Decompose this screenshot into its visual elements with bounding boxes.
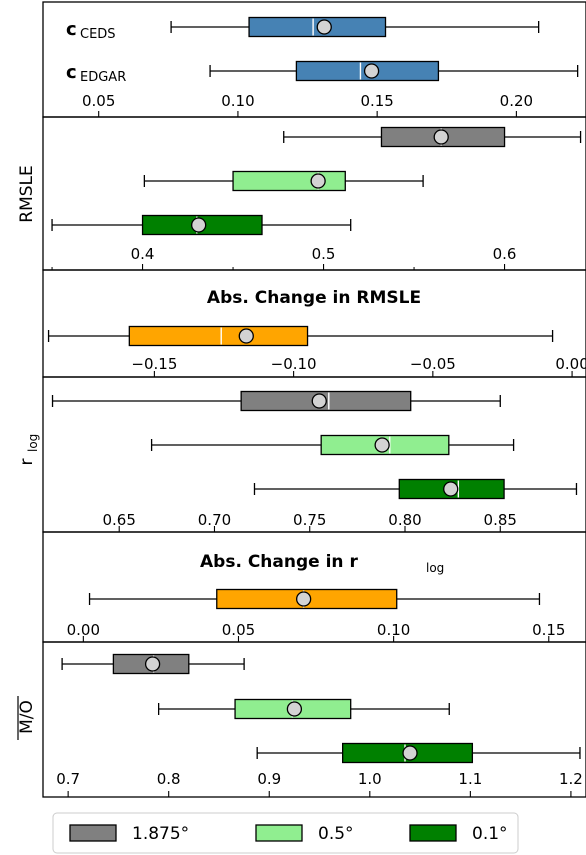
box-6-3 <box>256 742 581 764</box>
x-tick-label: 0.85 <box>484 511 517 529</box>
x-tick-label: 0.75 <box>293 511 326 529</box>
x-tick-label: 0.9 <box>257 770 281 788</box>
panel-2: 0.4 0.5 0.6 <box>42 116 586 271</box>
panel-title-abs-change-rmsle: Abs. Change in RMSLE <box>207 288 421 308</box>
mean-marker <box>295 591 312 607</box>
box-2-2 <box>143 170 424 192</box>
x-tick-label: 0.05 <box>82 92 115 110</box>
mean-marker <box>433 129 449 145</box>
x-tick-label: −0.15 <box>131 355 177 373</box>
y-axis-label-rlog-main: r <box>17 459 37 466</box>
panel-6: 0.7 0.8 0.9 1.0 1.1 1.2 <box>42 641 586 798</box>
x-tick-label: −0.05 <box>410 355 456 373</box>
panel-title-abs-change-rlog: Abs. Change in r log <box>200 552 444 575</box>
legend: 1.875° 0.5° 0.1° <box>52 812 519 854</box>
category-label-ceds-subscript: CEDS <box>80 27 116 42</box>
x-tick-label: 0.5 <box>312 245 336 263</box>
box-4-2 <box>150 434 515 456</box>
x-tick-label: 1.0 <box>358 770 382 788</box>
mean-marker <box>363 63 380 79</box>
box-6-2 <box>157 698 450 720</box>
x-tick-label: 0.7 <box>56 770 80 788</box>
category-label-edgar: c <box>66 62 77 83</box>
box-2-1 <box>283 126 582 148</box>
mean-marker <box>402 745 418 761</box>
mean-marker <box>238 328 254 344</box>
x-tick-label: 0.80 <box>388 511 421 529</box>
legend-label-1-875: 1.875° <box>132 824 189 844</box>
legend-label-0-5: 0.5° <box>318 824 354 844</box>
mean-marker <box>144 656 161 672</box>
x-tick-label: 0.20 <box>500 92 533 110</box>
iqr-box <box>128 325 309 347</box>
box-1-2 <box>209 60 579 82</box>
mean-marker <box>316 19 332 35</box>
x-tick-label: 0.00 <box>67 621 100 639</box>
y-axis-label-rlog: r log <box>17 434 40 466</box>
x-tick-label: 0.00 <box>555 355 586 373</box>
category-label-edgar-subscript: EDGAR <box>80 70 126 85</box>
box-2-3 <box>51 214 352 236</box>
legend-swatch-0-5 <box>255 824 303 842</box>
iqr-box <box>232 170 346 192</box>
plot-panels: 0.05 0.10 0.15 0.20 0.4 0.5 0.6 −0.15 −0.10 −0.05… <box>42 1 586 798</box>
x-tick-label: 0.15 <box>360 92 393 110</box>
x-tick-label: 0.4 <box>131 245 155 263</box>
box-3-1 <box>47 325 554 347</box>
category-label-ceds: c <box>66 19 77 40</box>
panel-4: 0.65 0.70 0.75 0.80 0.85 <box>42 376 586 533</box>
x-tick-label: 1.2 <box>559 770 583 788</box>
box-4-3 <box>253 478 578 500</box>
legend-swatch-1-875 <box>69 824 117 842</box>
x-tick-label: 0.05 <box>222 621 255 639</box>
x-tick-label: −0.10 <box>271 355 317 373</box>
y-axis-label-rlog-subscript: log <box>26 434 40 452</box>
x-tick-label: 1.1 <box>458 770 482 788</box>
box-6-1 <box>61 653 245 675</box>
box-4-1 <box>51 390 501 412</box>
box-5-1 <box>88 588 541 610</box>
mean-marker <box>310 173 326 189</box>
y-axis-label-rmsle: RMSLE <box>17 165 37 222</box>
legend-label-0-1: 0.1° <box>472 824 508 844</box>
mean-marker <box>191 217 207 233</box>
mean-marker <box>311 393 327 409</box>
panel-5: 0.00 0.05 0.10 0.15 <box>42 531 586 643</box>
x-tick-label: 0.10 <box>377 621 410 639</box>
x-tick-label: 0.10 <box>221 92 254 110</box>
panel-title-abs-change-rlog-main: Abs. Change in r <box>200 552 358 572</box>
y-axis-label-mo: M/O <box>17 696 37 740</box>
x-tick-label: 0.8 <box>157 770 181 788</box>
legend-swatch-0-1 <box>409 824 457 842</box>
y-axis-label-mo-text: M/O <box>17 700 37 734</box>
mean-marker <box>443 481 459 497</box>
x-tick-label: 0.70 <box>198 511 231 529</box>
x-tick-label: 0.15 <box>532 621 565 639</box>
panel-frame <box>42 641 586 798</box>
panel-title-abs-change-rlog-subscript: log <box>426 561 444 575</box>
mean-marker <box>286 701 303 717</box>
x-tick-label: 0.65 <box>103 511 136 529</box>
mean-marker <box>374 437 390 453</box>
x-tick-label: 0.6 <box>493 245 517 263</box>
box-1-1 <box>170 16 540 38</box>
